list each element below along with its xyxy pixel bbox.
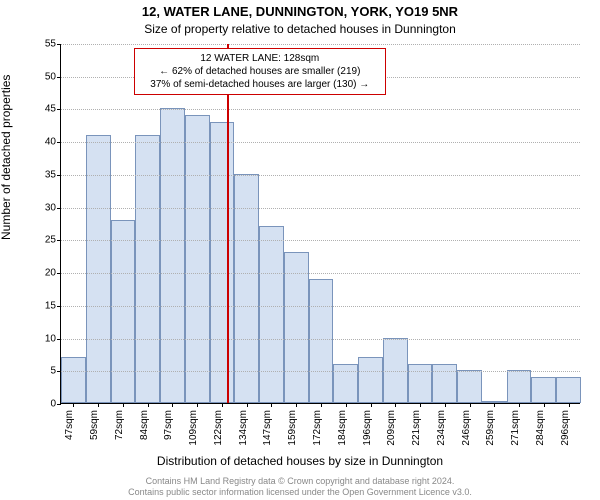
bar [61,357,86,403]
y-tick [57,339,61,340]
bar [457,370,482,403]
y-tick [57,175,61,176]
grid-line [61,109,580,110]
y-tick-label: 10 [26,333,56,344]
y-axis-label: Number of detached properties [0,75,13,240]
x-tick [73,403,74,407]
x-tick [172,403,173,407]
grid-line [61,306,580,307]
x-tick [445,403,446,407]
chart-container: 12, WATER LANE, DUNNINGTON, YORK, YO19 5… [0,0,600,500]
callout-line-1: 12 WATER LANE: 128sqm [141,52,379,65]
chart-subtitle: Size of property relative to detached ho… [0,22,600,36]
x-tick [321,403,322,407]
y-tick-label: 20 [26,268,56,279]
bar [432,364,457,403]
x-tick [544,403,545,407]
y-tick-label: 35 [26,169,56,180]
y-tick [57,77,61,78]
x-axis-label: Distribution of detached houses by size … [0,454,600,468]
x-tick [494,403,495,407]
license-line-1: Contains HM Land Registry data © Crown c… [146,476,455,486]
bar [284,252,309,403]
bar [111,220,136,403]
y-tick [57,109,61,110]
bar [160,108,185,403]
x-tick [271,403,272,407]
y-tick [57,371,61,372]
callout-line-2: ← 62% of detached houses are smaller (21… [141,65,379,78]
x-tick [197,403,198,407]
plot-area: 12 WATER LANE: 128sqm← 62% of detached h… [60,44,580,404]
bar [507,370,532,403]
x-tick [346,403,347,407]
x-tick [148,403,149,407]
y-tick-label: 15 [26,300,56,311]
x-tick [569,403,570,407]
grid-line [61,142,580,143]
y-tick-label: 45 [26,104,56,115]
bar [210,122,235,403]
y-tick [57,208,61,209]
marker-line [227,44,229,403]
y-tick [57,240,61,241]
grid-line [61,371,580,372]
y-tick-label: 0 [26,399,56,410]
y-tick-label: 40 [26,137,56,148]
x-tick [470,403,471,407]
x-tick [395,403,396,407]
y-tick [57,44,61,45]
bar [556,377,581,403]
bar [358,357,383,403]
x-tick [222,403,223,407]
x-tick [98,403,99,407]
callout-box: 12 WATER LANE: 128sqm← 62% of detached h… [134,48,386,95]
grid-line [61,175,580,176]
y-tick [57,142,61,143]
bar [408,364,433,403]
bar [333,364,358,403]
grid-line [61,240,580,241]
x-tick [420,403,421,407]
grid-line [61,273,580,274]
grid-line [61,44,580,45]
y-tick-label: 30 [26,202,56,213]
x-tick [371,403,372,407]
y-tick [57,404,61,405]
license-text: Contains HM Land Registry data © Crown c… [0,476,600,499]
x-tick [123,403,124,407]
license-line-2: Contains public sector information licen… [128,487,472,497]
x-tick [519,403,520,407]
callout-line-3: 37% of semi-detached houses are larger (… [141,78,379,91]
bar [185,115,210,403]
y-tick [57,273,61,274]
bar [259,226,284,403]
bar [531,377,556,403]
y-tick-label: 50 [26,71,56,82]
bar [309,279,334,403]
bar [383,338,408,403]
x-tick [296,403,297,407]
y-tick-label: 55 [26,39,56,50]
x-tick [247,403,248,407]
y-tick-label: 25 [26,235,56,246]
bars-layer [61,44,580,403]
grid-line [61,339,580,340]
grid-line [61,208,580,209]
y-tick-label: 5 [26,366,56,377]
y-tick [57,306,61,307]
chart-title: 12, WATER LANE, DUNNINGTON, YORK, YO19 5… [0,4,600,19]
